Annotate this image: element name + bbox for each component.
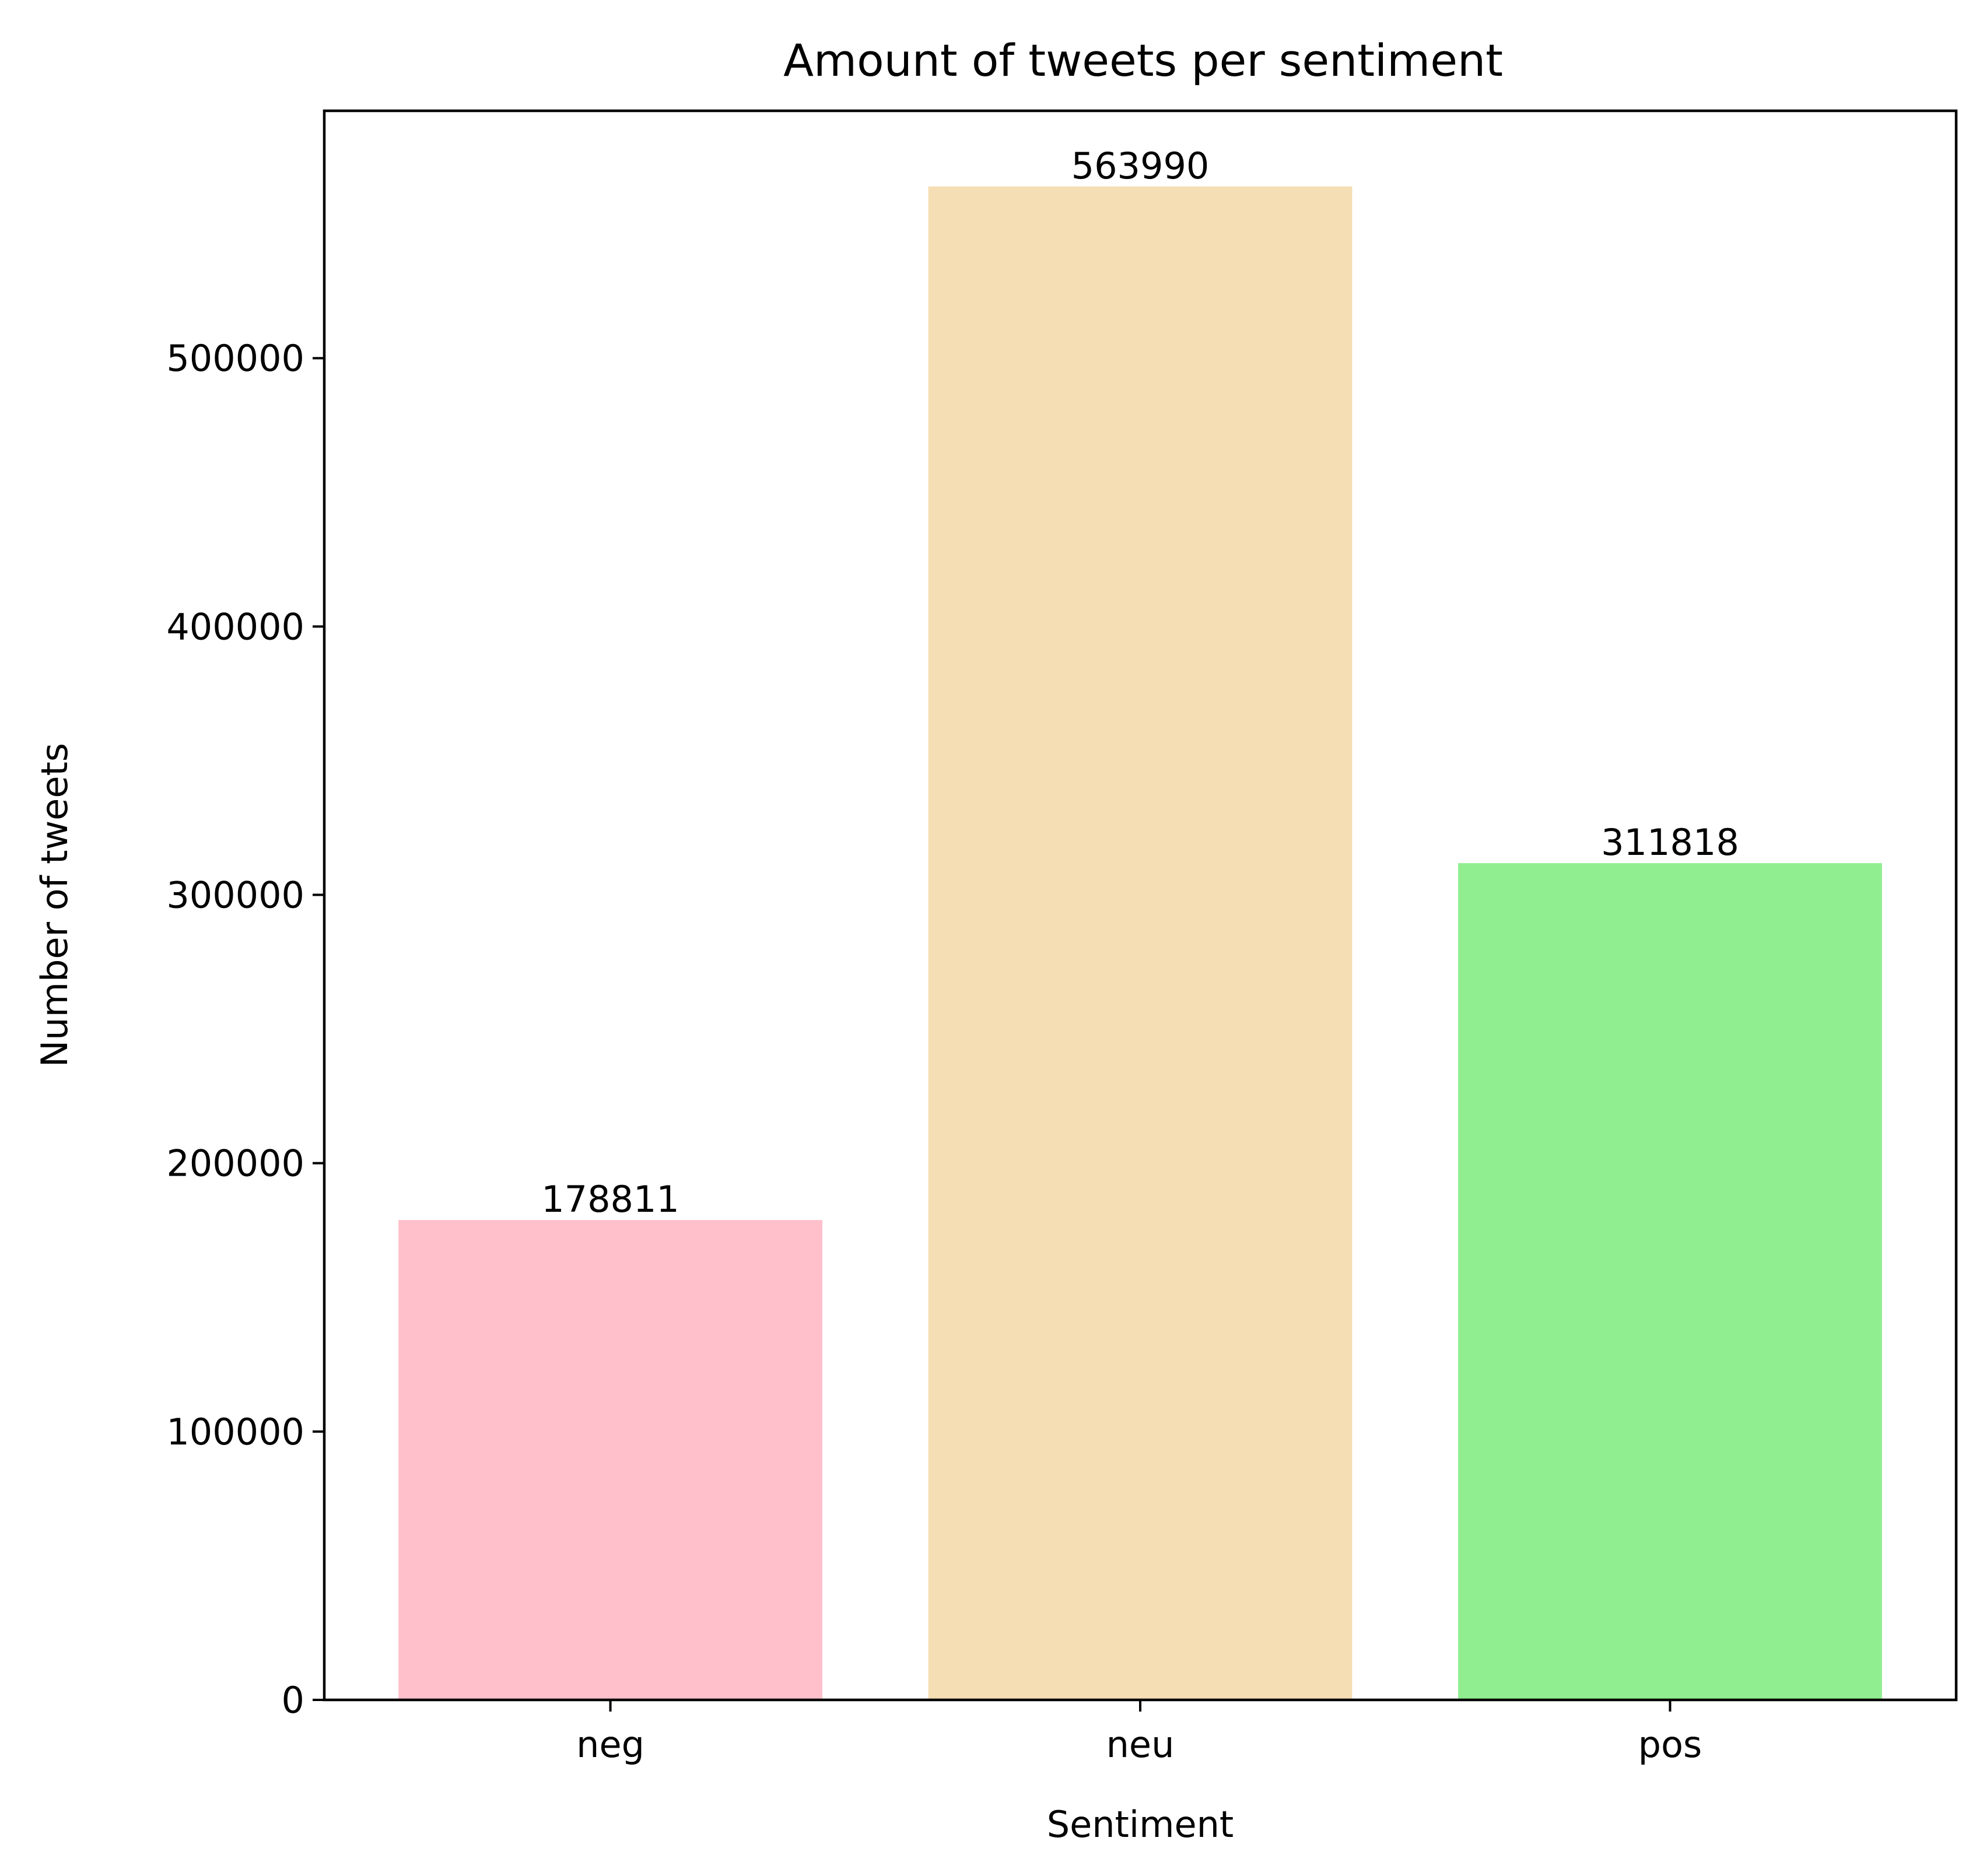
bar-neu	[928, 186, 1353, 1700]
bar-pos	[1458, 863, 1882, 1700]
y-tick-label-200000: 200000	[166, 1142, 304, 1185]
chart-title: Amount of tweets per sentiment	[783, 34, 1503, 86]
data-label-neg: 178811	[541, 1178, 679, 1221]
x-tick-label-pos: pos	[1638, 1723, 1702, 1766]
data-labels: 178811 563990 311818	[541, 145, 1739, 1221]
y-tick-label-300000: 300000	[166, 874, 304, 917]
y-tick-label-400000: 400000	[166, 605, 304, 648]
x-axis: neg neu pos	[576, 1700, 1702, 1766]
x-tick-label-neg: neg	[576, 1723, 644, 1766]
y-tick-label-100000: 100000	[166, 1411, 304, 1453]
y-axis-label: Number of tweets	[33, 743, 76, 1067]
data-label-neu: 563990	[1071, 145, 1210, 187]
bars	[398, 186, 1882, 1700]
y-tick-label-0: 0	[282, 1679, 304, 1721]
y-axis: 0 100000 200000 300000 400000 500000	[166, 337, 324, 1721]
x-tick-label-neu: neu	[1106, 1723, 1175, 1766]
y-tick-label-500000: 500000	[166, 337, 304, 380]
bar-neg	[398, 1220, 822, 1700]
x-axis-label: Sentiment	[1047, 1803, 1234, 1846]
data-label-pos: 311818	[1601, 821, 1739, 864]
